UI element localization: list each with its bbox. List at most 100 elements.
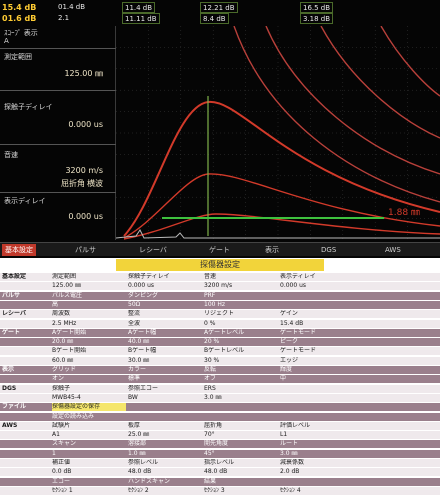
- settings-cell[interactable]: Aゲート開始: [52, 328, 87, 336]
- settings-cell[interactable]: ダンピング: [128, 291, 159, 299]
- settings-row[interactable]: レシーバ 周波数 整流 リジェクト ゲイン: [0, 310, 440, 319]
- settings-cell[interactable]: 表示ディレイ: [280, 273, 316, 280]
- settings-cell[interactable]: 15.4 dB: [280, 319, 304, 327]
- settings-cell[interactable]: カラー: [128, 366, 147, 373]
- settings-cell[interactable]: エッジ: [280, 356, 299, 364]
- settings-cell[interactable]: 結果: [204, 477, 217, 485]
- settings-cell[interactable]: オフ: [204, 375, 217, 383]
- settings-cell[interactable]: 中: [280, 375, 287, 383]
- settings-cell[interactable]: パルス電圧: [52, 291, 83, 299]
- settings-cell[interactable]: エコー: [52, 477, 71, 485]
- settings-cell[interactable]: 0.000 us: [280, 282, 307, 290]
- settings-row[interactable]: ゲート Aゲート開始 Aゲート幅 Aゲートレベル ゲートモード: [0, 328, 440, 337]
- settings-cell[interactable]: 0.000 us: [128, 282, 155, 290]
- settings-row[interactable]: パルサ パルス電圧 ダンピング PRF: [0, 291, 440, 300]
- settings-row[interactable]: 基本設定 測定範囲 探触子ディレイ 音速 表示ディレイ: [0, 273, 440, 281]
- settings-row[interactable]: 表示 グリッド カラー 反転 輝度: [0, 366, 440, 374]
- settings-row[interactable]: 60.0 ㎜ 30.0 ㎜ 30 % エッジ: [0, 356, 440, 365]
- settings-cell[interactable]: 減衰係数: [280, 459, 305, 466]
- settings-cell[interactable]: 全波: [128, 319, 141, 327]
- settings-cell[interactable]: Bゲートレベル: [204, 347, 245, 355]
- scope-mode-value[interactable]: A: [4, 37, 9, 45]
- tab-dgs[interactable]: DGS: [321, 246, 337, 254]
- settings-cell[interactable]: 周波数: [52, 310, 71, 318]
- settings-cell[interactable]: Aゲートレベル: [204, 328, 245, 336]
- settings-cell[interactable]: [204, 413, 278, 421]
- settings-cell[interactable]: 溶接部: [128, 440, 147, 448]
- wave-type-value[interactable]: 横波: [87, 179, 103, 188]
- range-value[interactable]: 125.00 ㎜: [64, 69, 103, 78]
- settings-cell[interactable]: 70°: [204, 431, 215, 439]
- settings-cell[interactable]: [204, 403, 278, 411]
- settings-cell[interactable]: 開先角度: [204, 440, 229, 448]
- settings-row[interactable]: 高 50Ω 100 Hz: [0, 300, 440, 309]
- a-scan-plot[interactable]: 1.88 ㎜: [116, 26, 440, 240]
- settings-cell[interactable]: 0.0 dB: [52, 468, 72, 476]
- settings-cell[interactable]: 1.0 ㎜: [128, 449, 146, 457]
- settings-cell[interactable]: 60.0 ㎜: [52, 356, 74, 364]
- settings-row[interactable]: 補正値 参照レベル 指示レベル 減衰係数: [0, 459, 440, 467]
- settings-cell[interactable]: 20 %: [204, 338, 220, 346]
- settings-cell[interactable]: [280, 394, 354, 402]
- settings-cell[interactable]: 25.0 ㎜: [128, 431, 150, 439]
- settings-cell[interactable]: 48.0 dB: [128, 468, 152, 476]
- tab-aws[interactable]: AWS: [385, 246, 401, 254]
- settings-row[interactable]: オン 標準 オフ 中: [0, 375, 440, 384]
- settings-cell[interactable]: 3.0 ㎜: [204, 393, 222, 401]
- settings-cell[interactable]: ｾｸｼｮﾝ 3: [204, 486, 225, 494]
- settings-cell[interactable]: 3.0 ㎜: [280, 449, 298, 457]
- settings-cell[interactable]: [280, 478, 354, 486]
- settings-cell[interactable]: 標準: [128, 375, 141, 383]
- settings-cell[interactable]: 2.5 MHz: [52, 319, 77, 327]
- tab-pulser[interactable]: パルサ: [75, 246, 96, 254]
- settings-cell[interactable]: 輝度: [280, 366, 293, 373]
- settings-cell[interactable]: 参照レベル: [128, 459, 159, 466]
- settings-cell[interactable]: L1: [280, 431, 288, 439]
- settings-row[interactable]: MWB45-4 BW 3.0 ㎜: [0, 393, 440, 402]
- settings-row[interactable]: ファイル 探傷器設定の保存: [0, 403, 440, 412]
- settings-cell[interactable]: ハンドスキャン: [128, 477, 171, 485]
- settings-cell[interactable]: ゲイン: [280, 310, 298, 318]
- settings-cell[interactable]: オン: [52, 375, 65, 383]
- settings-cell[interactable]: A1: [52, 431, 60, 439]
- settings-cell[interactable]: スキャン: [52, 440, 77, 448]
- settings-cell[interactable]: [280, 413, 354, 421]
- settings-row[interactable]: 1 1.0 ㎜ 45° 3.0 ㎜: [0, 449, 440, 458]
- settings-row[interactable]: 設定の読み込み: [0, 412, 440, 421]
- settings-cell[interactable]: ERS: [204, 384, 216, 392]
- settings-cell[interactable]: 試験片: [52, 421, 71, 429]
- tab-basic[interactable]: 基本設定: [2, 244, 36, 256]
- settings-cell[interactable]: 125.00 ㎜: [52, 282, 81, 290]
- settings-cell[interactable]: [128, 403, 202, 411]
- settings-cell[interactable]: 40.0 ㎜: [128, 338, 150, 346]
- settings-cell[interactable]: 2.0 dB: [280, 468, 300, 476]
- settings-row[interactable]: Bゲート開始 Bゲート幅 Bゲートレベル ゲートモード: [0, 347, 440, 356]
- settings-row[interactable]: 20.0 ㎜ 40.0 ㎜ 20 % ピーク: [0, 338, 440, 347]
- settings-cell[interactable]: [280, 292, 354, 300]
- settings-cell[interactable]: 測定範囲: [52, 273, 77, 280]
- settings-cell[interactable]: リジェクト: [204, 310, 235, 318]
- settings-row[interactable]: 125.00 ㎜ 0.000 us 3200 m/s 0.000 us: [0, 282, 440, 291]
- settings-cell[interactable]: 30 %: [204, 356, 220, 364]
- settings-cell[interactable]: 20.0 ㎜: [52, 338, 74, 346]
- velocity-value[interactable]: 3200 m/s: [65, 166, 103, 175]
- settings-cell[interactable]: 整流: [128, 310, 141, 318]
- settings-cell[interactable]: [280, 301, 354, 309]
- settings-row[interactable]: 0.0 dB 48.0 dB 48.0 dB 2.0 dB: [0, 468, 440, 477]
- settings-cell[interactable]: 反転: [204, 366, 217, 373]
- settings-cell[interactable]: ｾｸｼｮﾝ 4: [280, 486, 301, 494]
- settings-cell[interactable]: 48.0 dB: [204, 468, 228, 476]
- settings-cell[interactable]: 0 %: [204, 319, 216, 327]
- settings-row[interactable]: A1 25.0 ㎜ 70° L1: [0, 431, 440, 440]
- tab-gate[interactable]: ゲート: [209, 246, 230, 254]
- settings-cell[interactable]: 参照エコー: [128, 384, 159, 392]
- display-delay-value[interactable]: 0.000 us: [68, 212, 103, 221]
- settings-cell[interactable]: 探触子: [52, 384, 71, 392]
- settings-cell[interactable]: 30.0 ㎜: [128, 356, 150, 364]
- settings-cell[interactable]: 45°: [204, 449, 215, 457]
- settings-cell[interactable]: BW: [128, 393, 138, 401]
- settings-cell[interactable]: ピーク: [280, 338, 299, 346]
- settings-cell[interactable]: 3200 m/s: [204, 282, 233, 290]
- settings-cell[interactable]: 補正値: [52, 459, 71, 466]
- settings-row[interactable]: スキャン 溶接部 開先角度 ルート: [0, 440, 440, 449]
